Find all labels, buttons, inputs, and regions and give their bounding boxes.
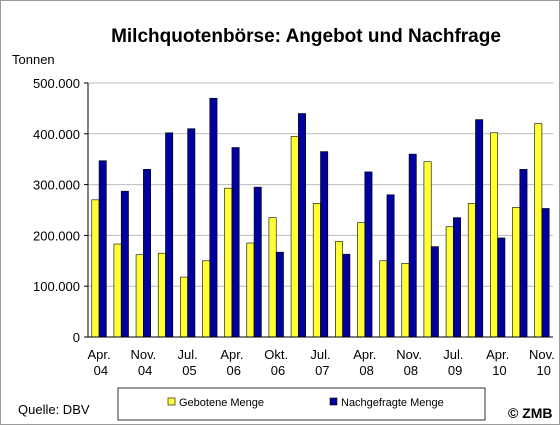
bar bbox=[519, 169, 528, 338]
x-tick-label: Nov. 10 bbox=[529, 347, 555, 378]
bar bbox=[113, 243, 122, 338]
bar bbox=[320, 151, 329, 338]
x-tick-label: Okt. 06 bbox=[264, 347, 288, 378]
y-tick-label: 400.000 bbox=[33, 127, 80, 142]
bar bbox=[98, 160, 107, 338]
bar bbox=[187, 128, 196, 338]
bar bbox=[512, 207, 521, 338]
bar bbox=[202, 260, 211, 338]
x-tick-label: Jul. 05 bbox=[178, 347, 198, 378]
bar bbox=[430, 246, 439, 338]
bar bbox=[408, 153, 417, 338]
x-tick-label: Nov. 04 bbox=[130, 347, 156, 378]
bar bbox=[209, 97, 218, 338]
bar bbox=[268, 217, 277, 338]
bar bbox=[364, 171, 373, 338]
x-tick-label: Jul. 07 bbox=[310, 347, 330, 378]
bar bbox=[335, 241, 343, 338]
x-tick-label: Apr. 04 bbox=[88, 347, 111, 378]
y-tick-label: 500.000 bbox=[33, 76, 80, 91]
legend-label: Gebotene Menge bbox=[179, 397, 264, 409]
copyright: © ZMB bbox=[508, 405, 553, 421]
bar bbox=[120, 190, 129, 338]
bar bbox=[224, 187, 233, 338]
legend-label: Nachgefragte Menge bbox=[341, 397, 444, 409]
bar bbox=[253, 186, 262, 338]
legend-swatch bbox=[329, 397, 338, 406]
bar bbox=[298, 113, 306, 338]
bar bbox=[231, 147, 240, 338]
x-tick-label: Apr. 10 bbox=[486, 347, 509, 378]
bar bbox=[490, 132, 498, 338]
bar bbox=[246, 242, 255, 338]
bar bbox=[534, 123, 543, 338]
bar bbox=[312, 203, 321, 338]
bar bbox=[541, 208, 550, 338]
bar bbox=[401, 263, 410, 338]
bar bbox=[275, 251, 284, 338]
y-tick-label: 100.000 bbox=[33, 279, 80, 294]
bar bbox=[357, 222, 366, 338]
bar bbox=[135, 254, 144, 338]
bar bbox=[157, 252, 166, 338]
bar bbox=[445, 226, 454, 338]
y-axis-label: Tonnen bbox=[12, 52, 55, 67]
y-tick-label: 200.000 bbox=[33, 228, 80, 243]
x-tick-label: Jul. 09 bbox=[443, 347, 463, 378]
bar bbox=[180, 276, 188, 338]
x-tick-label: Apr. 08 bbox=[353, 347, 376, 378]
chart-title: Milchquotenbörse: Angebot und Nachfrage bbox=[111, 26, 501, 47]
source: Quelle: DBV bbox=[18, 402, 90, 417]
bar bbox=[475, 119, 484, 338]
bar bbox=[290, 136, 299, 338]
y-tick-label: 300.000 bbox=[33, 178, 80, 193]
y-tick-label: 0 bbox=[73, 330, 80, 345]
bar bbox=[386, 194, 395, 338]
bar bbox=[453, 217, 461, 338]
bar bbox=[467, 203, 476, 338]
bar bbox=[497, 237, 506, 338]
legend bbox=[117, 387, 486, 421]
bar bbox=[423, 161, 432, 338]
x-tick-label: Apr. 06 bbox=[220, 347, 243, 378]
bar bbox=[342, 253, 351, 338]
bar bbox=[165, 132, 174, 338]
bar bbox=[379, 260, 388, 338]
bar bbox=[91, 199, 100, 338]
legend-swatch bbox=[167, 397, 176, 406]
bar bbox=[143, 169, 151, 338]
x-tick-label: Nov. 08 bbox=[396, 347, 422, 378]
